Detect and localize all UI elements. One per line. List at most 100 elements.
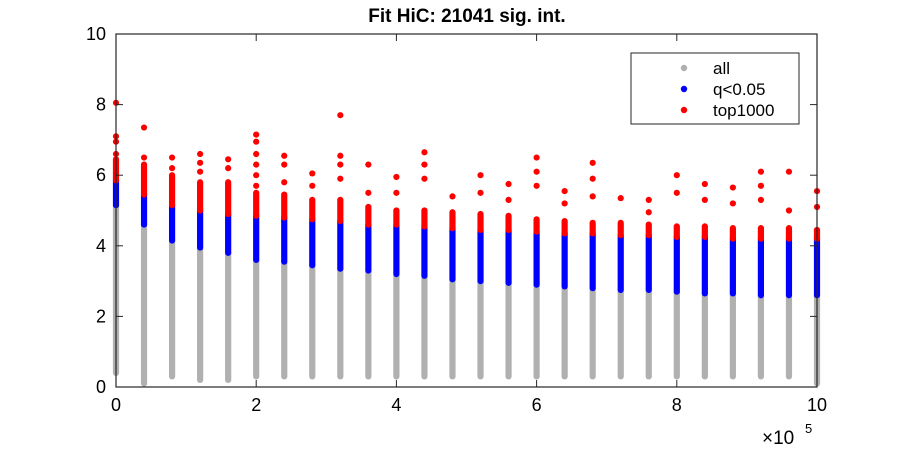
data-point-top1000 bbox=[365, 161, 372, 168]
point-column-top1000 bbox=[729, 225, 736, 242]
point-column-top1000 bbox=[337, 196, 344, 225]
point-column-top1000 bbox=[757, 225, 765, 242]
point-column-q-0-05 bbox=[477, 226, 484, 285]
data-point-top1000 bbox=[197, 168, 204, 175]
legend: all q<0.05 top1000 bbox=[630, 52, 800, 125]
data-point-top1000 bbox=[477, 172, 484, 179]
point-column-all bbox=[533, 281, 540, 380]
x-tick-label: 8 bbox=[672, 395, 682, 415]
x-tick-label: 4 bbox=[391, 395, 401, 415]
point-column-all bbox=[449, 276, 456, 380]
data-point-top1000 bbox=[140, 124, 148, 131]
data-point-top1000 bbox=[701, 196, 708, 204]
series-all bbox=[112, 202, 821, 387]
data-point-top1000 bbox=[253, 138, 260, 145]
point-column-all bbox=[281, 258, 288, 380]
data-point-top1000 bbox=[589, 175, 596, 182]
point-column-top1000 bbox=[365, 203, 372, 228]
data-point-top1000 bbox=[533, 168, 540, 175]
data-point-top1000 bbox=[729, 200, 736, 207]
point-column-all bbox=[617, 286, 624, 380]
data-point-top1000 bbox=[225, 165, 232, 172]
point-column-all bbox=[701, 290, 708, 380]
series-q-0-05 bbox=[112, 177, 821, 299]
x-exponent-label: ×10 5 bbox=[762, 421, 812, 449]
point-column-top1000 bbox=[617, 219, 624, 239]
point-column-all bbox=[561, 283, 568, 380]
data-point-top1000 bbox=[253, 161, 260, 168]
y-tick-label: 6 bbox=[96, 165, 106, 185]
x-tick-label: 0 bbox=[111, 395, 121, 415]
point-column-q-0-05 bbox=[561, 230, 568, 290]
point-column-top1000 bbox=[309, 196, 316, 223]
data-point-top1000 bbox=[365, 189, 372, 196]
data-point-top1000 bbox=[140, 154, 148, 161]
point-column-top1000 bbox=[140, 161, 148, 198]
point-column-q-0-05 bbox=[589, 230, 596, 292]
data-point-top1000 bbox=[281, 179, 288, 186]
x-tick-label: 6 bbox=[532, 395, 542, 415]
data-point-top1000 bbox=[421, 175, 428, 182]
legend-label-top1000: top1000 bbox=[713, 101, 774, 120]
point-column-all bbox=[393, 270, 400, 380]
data-point-top1000 bbox=[253, 150, 260, 158]
data-point-top1000 bbox=[505, 180, 512, 188]
point-column-all bbox=[729, 290, 736, 380]
data-point-top1000 bbox=[168, 165, 176, 172]
data-point-top1000 bbox=[168, 154, 176, 161]
point-column-top1000 bbox=[393, 207, 400, 228]
data-point-top1000 bbox=[197, 150, 204, 158]
data-point-top1000 bbox=[757, 168, 765, 175]
legend-marker-all bbox=[680, 64, 688, 72]
point-column-top1000 bbox=[645, 221, 652, 239]
point-column-all bbox=[673, 288, 680, 380]
data-point-top1000 bbox=[477, 189, 484, 196]
point-column-top1000 bbox=[505, 212, 512, 234]
data-point-top1000 bbox=[393, 173, 400, 181]
data-point-top1000 bbox=[645, 196, 652, 204]
point-column-q-0-05 bbox=[337, 217, 344, 272]
chart-title: Fit HiC: 21041 sig. int. bbox=[368, 6, 565, 27]
data-point-top1000 bbox=[449, 193, 456, 200]
data-point-top1000 bbox=[757, 182, 765, 189]
point-column-q-0-05 bbox=[281, 214, 288, 265]
data-point-top1000 bbox=[589, 193, 596, 200]
y-tick-label: 8 bbox=[96, 95, 106, 115]
series-top1000 bbox=[112, 99, 821, 242]
y-tick-label: 0 bbox=[96, 377, 106, 397]
data-points bbox=[112, 99, 821, 387]
point-column-all bbox=[589, 285, 596, 380]
point-column-q-0-05 bbox=[449, 225, 456, 283]
x-exponent-base: ×10 bbox=[762, 428, 794, 449]
data-point-top1000 bbox=[197, 159, 204, 166]
point-column-q-0-05 bbox=[617, 232, 624, 294]
point-column-all bbox=[225, 249, 232, 384]
data-point-top1000 bbox=[253, 172, 260, 179]
data-point-top1000 bbox=[337, 152, 344, 159]
point-column-top1000 bbox=[533, 216, 540, 235]
y-tick-label: 10 bbox=[86, 24, 106, 44]
point-column-q-0-05 bbox=[757, 235, 765, 299]
point-column-all bbox=[785, 292, 793, 380]
data-point-top1000 bbox=[309, 170, 316, 177]
x-exponent-power: 5 bbox=[805, 421, 812, 436]
data-point-top1000 bbox=[393, 189, 400, 196]
legend-label-all: all bbox=[713, 59, 730, 78]
point-column-all bbox=[645, 286, 652, 380]
data-point-top1000 bbox=[253, 182, 260, 189]
point-column-all bbox=[337, 265, 344, 380]
data-point-top1000 bbox=[281, 152, 288, 159]
data-point-top1000 bbox=[729, 184, 736, 191]
point-column-q-0-05 bbox=[729, 235, 736, 297]
axis-ticks: 0 2 4 6 8 10 0 2 4 6 8 10 bbox=[86, 24, 827, 415]
data-point-top1000 bbox=[337, 175, 344, 182]
point-column-top1000 bbox=[281, 191, 288, 221]
point-column-top1000 bbox=[225, 179, 232, 218]
data-point-top1000 bbox=[337, 112, 344, 119]
data-point-top1000 bbox=[421, 161, 428, 168]
x-tick-label: 2 bbox=[251, 395, 261, 415]
data-point-top1000 bbox=[505, 196, 512, 204]
data-point-top1000 bbox=[561, 187, 568, 195]
data-point-top1000 bbox=[533, 182, 540, 189]
